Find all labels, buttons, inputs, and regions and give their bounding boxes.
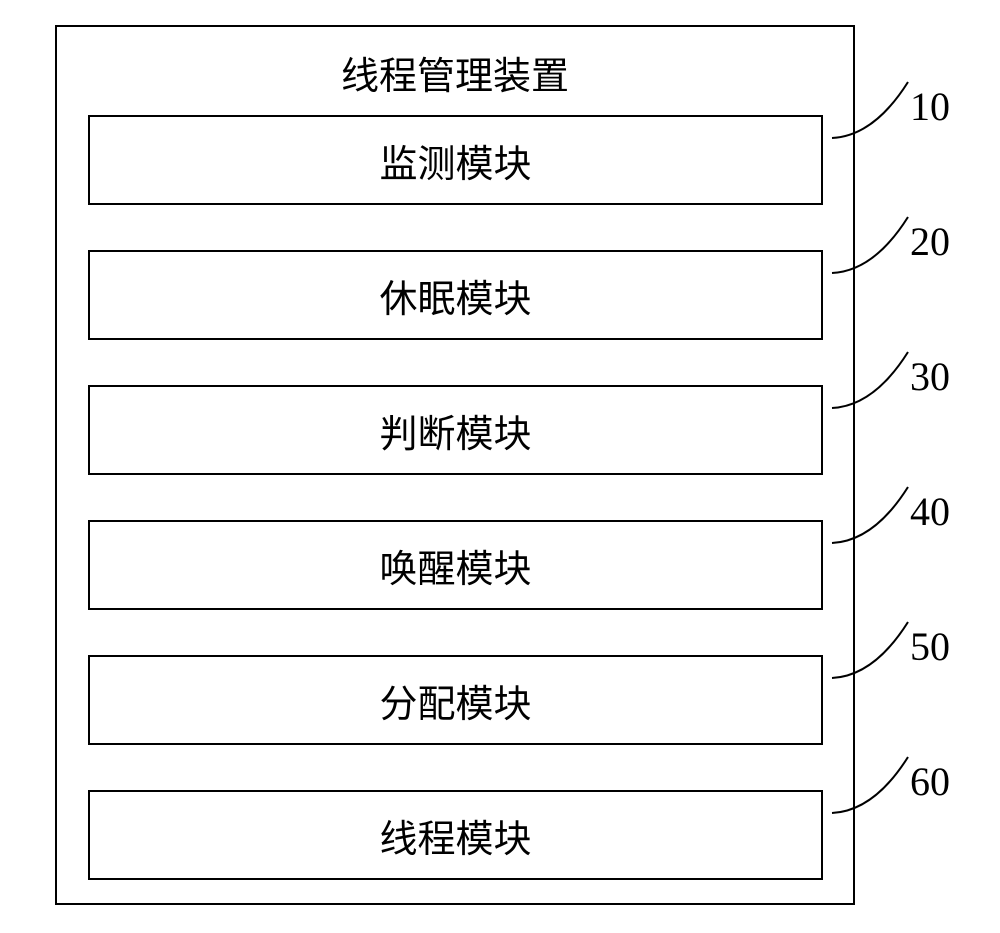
module-box: 线程模块 xyxy=(88,790,823,880)
callout-curve xyxy=(830,620,910,680)
module-box: 唤醒模块 xyxy=(88,520,823,610)
module-label: 线程模块 xyxy=(379,808,531,863)
callout-curve xyxy=(830,215,910,275)
module-box: 分配模块 xyxy=(88,655,823,745)
container-title: 线程管理装置 xyxy=(57,27,853,112)
callout-label: 60 xyxy=(910,758,950,805)
callout-label: 50 xyxy=(910,623,950,670)
module-label: 唤醒模块 xyxy=(379,538,531,593)
callout-label: 30 xyxy=(910,353,950,400)
callout-curve xyxy=(830,80,910,140)
module-label: 休眠模块 xyxy=(379,268,531,323)
module-label: 分配模块 xyxy=(379,673,531,728)
callout-curve xyxy=(830,485,910,545)
module-box: 休眠模块 xyxy=(88,250,823,340)
module-label: 监测模块 xyxy=(379,133,531,188)
module-label: 判断模块 xyxy=(379,403,531,458)
callout-label: 20 xyxy=(910,218,950,265)
callout-curve xyxy=(830,350,910,410)
callout-curve xyxy=(830,755,910,815)
callout-label: 10 xyxy=(910,83,950,130)
callout-label: 40 xyxy=(910,488,950,535)
module-box: 监测模块 xyxy=(88,115,823,205)
module-box: 判断模块 xyxy=(88,385,823,475)
